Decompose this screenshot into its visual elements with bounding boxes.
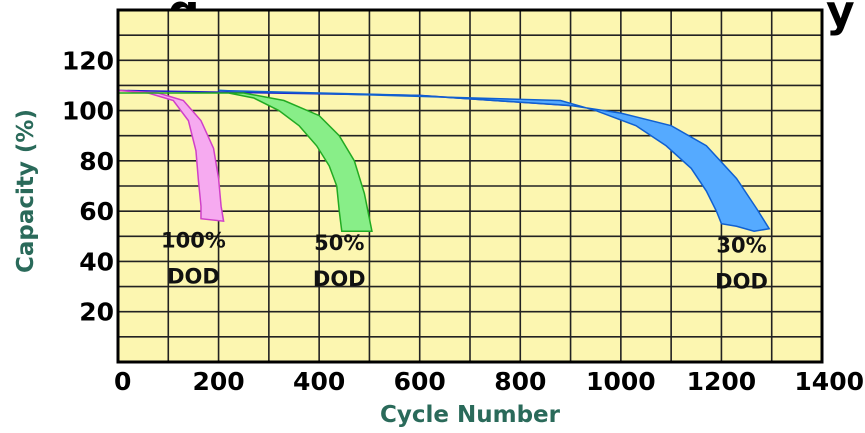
y-tick-label: 40 [79, 247, 114, 276]
x-tick-label: 400 [293, 367, 345, 396]
x-tick-labels: 0 200 400 600 800 1000 1200 1400 [114, 367, 864, 396]
series-band-1 [118, 92, 373, 233]
y-tick-label: 60 [79, 197, 114, 226]
x-tick-label: 1400 [794, 367, 864, 396]
x-tick-label: 200 [192, 367, 244, 396]
x-tick-label: 1000 [586, 367, 656, 396]
x-tick-label: 600 [394, 367, 446, 396]
series-label: 100% [161, 228, 226, 252]
x-tick-label: 1200 [687, 367, 757, 396]
grid [118, 10, 822, 362]
series-label: 30% [716, 233, 766, 257]
y-tick-label: 80 [79, 147, 114, 176]
series-label: DOD [167, 264, 220, 288]
plot-frame [116, 8, 824, 364]
series-labels: 100% DOD 50% DOD 30% DOD [161, 228, 768, 293]
x-axis-title: Cycle Number [380, 402, 561, 428]
series-band-0 [117, 89, 225, 223]
series-label: DOD [313, 267, 366, 291]
y-tick-label: 100 [62, 97, 114, 126]
y-axis-title: Capacity (%) [13, 109, 39, 273]
y-tick-label: 20 [79, 298, 114, 327]
x-tick-label: 800 [494, 367, 546, 396]
series-label: 50% [314, 231, 364, 255]
plot-border [116, 8, 824, 364]
y-tick-label: 120 [62, 46, 114, 75]
title-fragment-right: y [826, 0, 855, 37]
y-tick-labels: 20 40 60 80 100 120 [62, 46, 114, 326]
series-band-2 [218, 89, 771, 233]
x-tick-label: 0 [114, 367, 131, 396]
series-label: DOD [715, 269, 768, 293]
series-layer [117, 89, 771, 233]
